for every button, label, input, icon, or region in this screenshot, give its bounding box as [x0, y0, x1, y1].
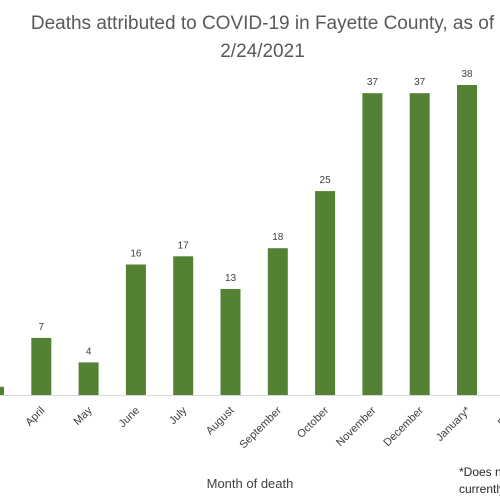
- data-label-june: 16: [130, 249, 142, 260]
- bars-group: [0, 85, 477, 395]
- bar-march: [0, 386, 4, 395]
- data-label-september: 18: [272, 232, 284, 243]
- data-label-july: 17: [178, 240, 190, 251]
- bar-july: [173, 256, 194, 395]
- bar-december: [409, 93, 430, 395]
- data-label-april: 7: [39, 322, 45, 333]
- bar-november: [362, 93, 383, 395]
- category-label-december: December: [381, 404, 426, 449]
- bar-january: [457, 85, 477, 395]
- data-label-may: 4: [86, 346, 92, 357]
- data-label-october: 25: [320, 175, 332, 186]
- data-label-august: 13: [225, 273, 237, 284]
- category-label-august: August: [204, 405, 237, 438]
- category-label-june: June: [117, 405, 142, 430]
- data-label-january: 38: [461, 69, 473, 80]
- category-label-july: July: [167, 404, 190, 427]
- category-label-october: October: [295, 404, 331, 440]
- bar-april: [31, 337, 52, 395]
- category-labels-group: April May June July August September October No…: [23, 404, 500, 451]
- bar-october: [315, 191, 336, 395]
- data-label-december: 37: [414, 77, 426, 88]
- x-axis-title: Month of death: [206, 476, 294, 491]
- category-label-april: April: [23, 405, 47, 429]
- bar-august: [220, 289, 241, 395]
- category-label-november: November: [334, 404, 379, 449]
- bar-september: [267, 248, 288, 395]
- bar-may: [78, 362, 99, 395]
- chart-title-line-1: Deaths attributed to COVID-19 in Fayette…: [30, 13, 495, 34]
- bar-june: [125, 264, 146, 395]
- footnote-line-1: *Does n: [459, 465, 500, 479]
- chart-title-line-2: 2/24/2021: [220, 41, 305, 62]
- data-label-november: 37: [367, 77, 379, 88]
- category-label-may: May: [72, 404, 96, 428]
- category-label-september: September: [237, 404, 284, 451]
- category-label-february: Febr: [496, 404, 500, 429]
- data-labels-group: 7 4 16 17 13 18 25 37 37 38: [39, 69, 473, 357]
- footnote: *Does n currently l: [459, 464, 500, 498]
- footnote-line-2: currently l: [459, 482, 500, 496]
- category-label-january: January*: [434, 404, 474, 444]
